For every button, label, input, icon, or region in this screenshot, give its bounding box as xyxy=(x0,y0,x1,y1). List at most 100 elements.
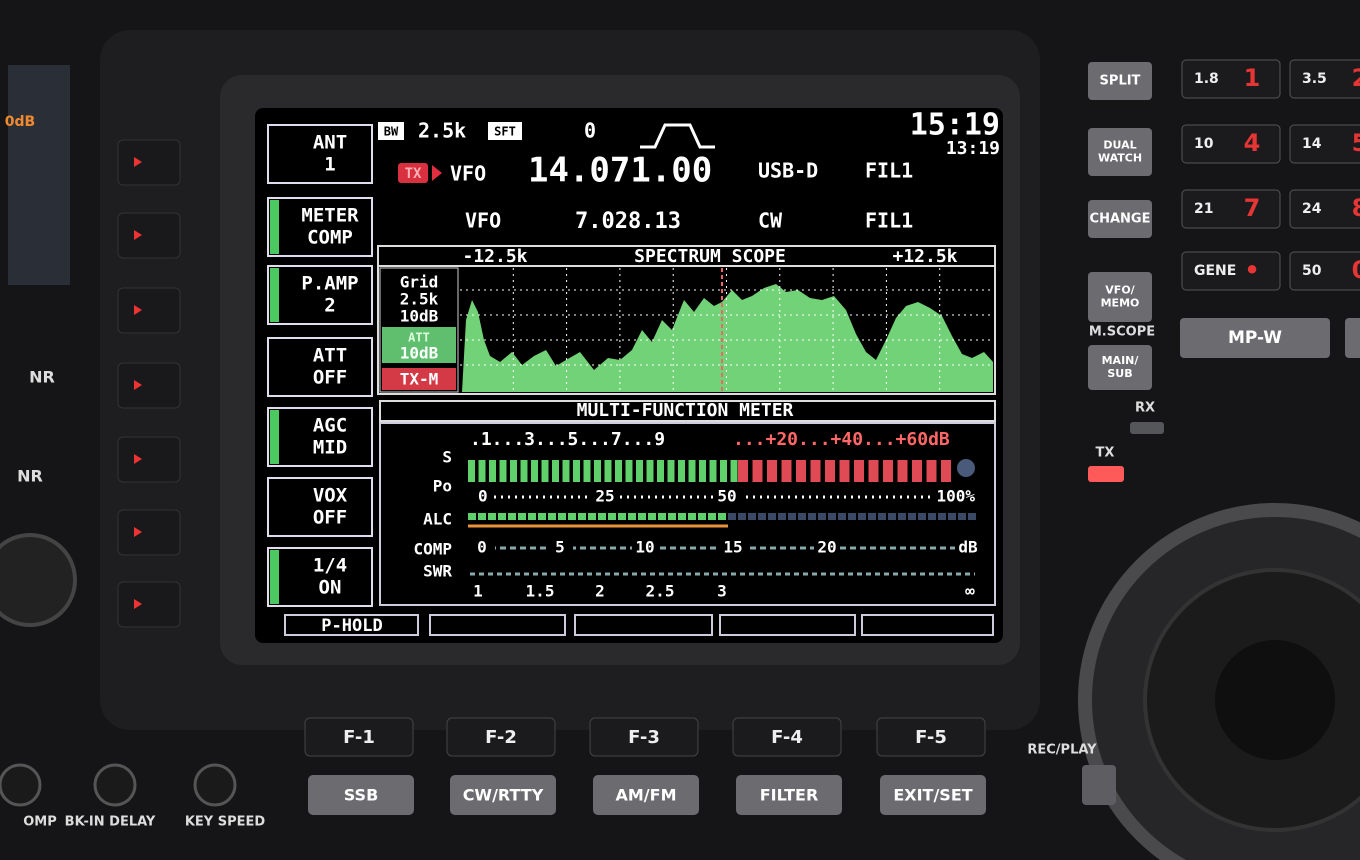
label: P-HOLD xyxy=(321,616,382,636)
soft-key-bottom: 1 xyxy=(324,154,335,176)
s-bar xyxy=(531,460,538,482)
alc-bar xyxy=(508,513,516,520)
s-bar-over xyxy=(854,460,864,482)
band-key[interactable] xyxy=(1290,125,1360,163)
alc-bar xyxy=(668,513,676,520)
label: 14 xyxy=(1302,136,1322,152)
s-bar xyxy=(552,460,559,482)
soft-key-active xyxy=(270,268,279,322)
label: 21 xyxy=(1194,201,1213,217)
label: SSB xyxy=(344,786,379,805)
screen-function-key[interactable] xyxy=(862,615,993,635)
alc-bar xyxy=(488,513,496,520)
screen-function-key[interactable] xyxy=(720,615,855,635)
label: 10 xyxy=(635,538,654,557)
knob[interactable] xyxy=(195,765,235,805)
label: TX-M xyxy=(400,370,439,389)
label: TX xyxy=(405,166,422,182)
label: 2 xyxy=(595,582,605,601)
side-key[interactable] xyxy=(118,437,180,482)
dial-center xyxy=(1215,640,1335,760)
label: 1.8 xyxy=(1194,71,1219,87)
alc-bar xyxy=(568,513,576,520)
band-key[interactable] xyxy=(1290,190,1360,228)
label: VFO xyxy=(450,162,486,186)
alc-bar xyxy=(898,513,906,520)
label: 2 xyxy=(1352,64,1360,92)
alc-bar xyxy=(838,513,846,520)
label: F-4 xyxy=(771,727,803,748)
label: 4 xyxy=(1244,129,1261,157)
label: VFO xyxy=(465,209,501,233)
label: COMP xyxy=(413,540,452,559)
label: ATT xyxy=(408,331,430,345)
label: BW xyxy=(384,125,399,139)
soft-key-top: P.AMP xyxy=(301,273,358,295)
label: 20 xyxy=(817,538,836,557)
rec-play-key[interactable] xyxy=(1082,765,1116,805)
label: ...+20...+40...+60dB xyxy=(733,429,950,450)
soft-key-bottom: COMP xyxy=(307,227,353,249)
alc-bar xyxy=(918,513,926,520)
label: AM/FM xyxy=(616,786,677,805)
side-key[interactable] xyxy=(118,213,180,258)
label: 25 xyxy=(595,487,614,506)
alc-bar xyxy=(648,513,656,520)
s-bar-over xyxy=(883,460,893,482)
label: 1 xyxy=(1244,64,1261,92)
s-bar xyxy=(500,460,507,482)
side-key[interactable] xyxy=(118,363,180,408)
knob[interactable] xyxy=(95,765,135,805)
label: • xyxy=(1244,256,1259,284)
label: 0 xyxy=(477,538,487,557)
band-key[interactable] xyxy=(1290,252,1360,290)
left-knob[interactable] xyxy=(0,535,75,625)
screen-function-key[interactable] xyxy=(430,615,565,635)
alc-bar xyxy=(608,513,616,520)
side-key[interactable] xyxy=(118,140,180,185)
label: 2.5k xyxy=(418,119,466,143)
s-bar xyxy=(647,460,654,482)
soft-key-bottom: ON xyxy=(319,577,342,599)
alc-bar xyxy=(468,513,476,520)
alc-bar xyxy=(808,513,816,520)
alc-bar xyxy=(538,513,546,520)
label: OMP xyxy=(23,815,57,830)
label: 2.5 xyxy=(646,582,675,601)
s-peak xyxy=(957,459,975,477)
label: FIL1 xyxy=(865,209,913,233)
soft-key-bottom: 2 xyxy=(324,295,335,317)
s-bar xyxy=(479,460,486,482)
label: SWR xyxy=(423,562,452,581)
alc-bar xyxy=(638,513,646,520)
soft-key-bottom: OFF xyxy=(313,367,347,389)
side-key[interactable] xyxy=(118,288,180,333)
alc-bar xyxy=(848,513,856,520)
alc-bar xyxy=(778,513,786,520)
label: 8 xyxy=(1352,194,1360,222)
label: FILTER xyxy=(760,786,819,805)
label: TX xyxy=(1096,446,1115,461)
alc-bar xyxy=(698,513,706,520)
alc-bar xyxy=(968,513,976,520)
s-bar xyxy=(542,460,549,482)
label: 1.5 xyxy=(526,582,555,601)
label: SUB xyxy=(1107,367,1132,380)
tx-lamp xyxy=(1088,466,1124,482)
s-bar xyxy=(636,460,643,482)
alc-bar xyxy=(688,513,696,520)
side-key[interactable] xyxy=(118,510,180,555)
knob[interactable] xyxy=(0,765,40,805)
alc-bar xyxy=(528,513,536,520)
label: USB-D xyxy=(758,159,818,183)
label: NR xyxy=(17,467,43,486)
label: 0 xyxy=(478,487,488,506)
label: Po xyxy=(433,477,452,496)
side-key[interactable] xyxy=(118,582,180,627)
alc-bar xyxy=(748,513,756,520)
s-bar xyxy=(468,460,475,482)
alc-bar xyxy=(948,513,956,520)
alc-bar xyxy=(548,513,556,520)
label: SPLIT xyxy=(1100,74,1141,89)
screen-function-key[interactable] xyxy=(575,615,712,635)
